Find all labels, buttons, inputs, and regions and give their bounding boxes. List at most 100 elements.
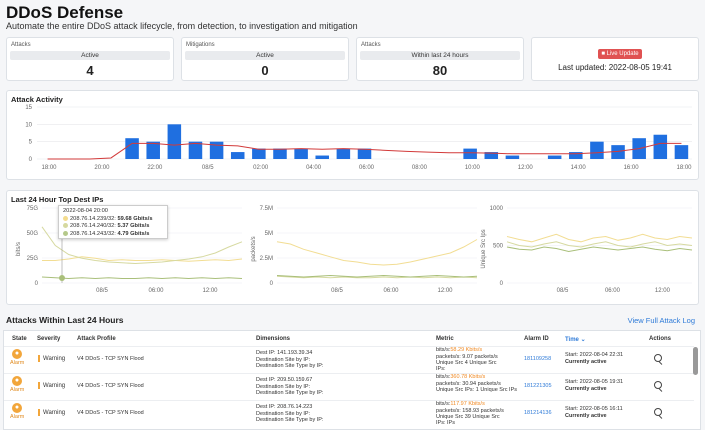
x-tick-label: 20:00	[94, 165, 110, 171]
x-tick-label: 06:00	[605, 288, 621, 294]
alarm-bell-icon: ●	[12, 403, 22, 413]
series-line	[276, 239, 478, 266]
col-header-state[interactable]: State	[12, 336, 27, 342]
metric-packets: packets/s: 9.07 packets/s	[436, 353, 498, 360]
series-line	[506, 233, 693, 243]
tooltip-row: 208.76.14.243/32: 4.79 Gbits/s	[63, 230, 163, 239]
dimension-site-type: Destination Site Type by IP:	[256, 363, 324, 369]
table-row[interactable]: ● Alarm Warning V4 DDoS - TCP SYN Flood Dest…	[4, 400, 694, 426]
bar	[336, 148, 351, 159]
series-dot-icon	[63, 230, 68, 236]
metric-packets: packets/s: 30.94 packets/s	[436, 380, 501, 387]
dimension-dest-ip: Dest IP: 208.76.14.223	[256, 404, 313, 410]
tooltip-row: 208.76.14.240/32: 5.37 Gbits/s	[63, 223, 163, 231]
bar	[505, 155, 520, 159]
x-tick-label: 12:00	[518, 165, 534, 171]
top-dest-ips-charts[interactable]: 0 25G 50G 75G bits/s 08/5 06:00 12:00 0 2.5M 5M 7.5…	[7, 191, 700, 304]
stat-value: 0	[261, 63, 269, 78]
start-time: Start: 2022-08-04 22:31	[565, 352, 624, 358]
page-subtitle: Automate the entire DDoS attack lifecycl…	[6, 21, 358, 31]
zoom-in-icon[interactable]	[654, 354, 662, 362]
x-tick-label: 08/5	[557, 288, 569, 294]
metric-bits: bits/s:117.97 Kbits/s	[436, 401, 485, 407]
bar	[653, 134, 668, 159]
severity-text: Warning	[43, 410, 66, 416]
col-header-actions: Actions	[649, 336, 672, 342]
x-tick-label: 18:00	[41, 165, 57, 171]
alarm-id-link[interactable]: 181109258	[524, 356, 552, 362]
attack-activity-panel: Attack Activity 0 5 10 15 18:00 20:00 22:00 08/…	[6, 90, 699, 180]
x-tick-label: 08/5	[96, 288, 108, 294]
x-tick-label: 16:00	[624, 165, 640, 171]
view-full-attack-log-link[interactable]: View Full Attack Log	[627, 316, 695, 325]
y-tick-label: 0	[35, 281, 39, 287]
live-update-label: Live Update	[606, 51, 639, 57]
col-header-profile[interactable]: Attack Profile	[77, 336, 116, 342]
dimension-dest-ip: Dest IP: 209.50.159.67	[256, 377, 313, 383]
metric-unique-src-2: IPs: IPs	[436, 420, 455, 426]
stat-pill: Active	[185, 51, 345, 60]
y-tick-label: 1000	[490, 206, 504, 212]
bar	[463, 148, 477, 159]
last-updated-text: Last updated: 2022-08-05 19:41	[558, 63, 672, 72]
stat-pill: Active	[10, 51, 170, 60]
alarm-id-link[interactable]: 181214136	[524, 410, 552, 416]
bar	[294, 148, 308, 159]
y-axis-label: bits/s	[16, 242, 22, 256]
attack-activity-chart[interactable]: 0 5 10 15 18:00 20:00 22:00 08/5 02:00 04:00 06:00…	[7, 91, 700, 179]
severity-text: Warning	[43, 356, 66, 362]
y-tick-label: 0	[500, 281, 504, 287]
bar	[209, 141, 224, 159]
bar	[188, 141, 203, 159]
col-header-severity[interactable]: Severity	[37, 336, 61, 342]
bar	[547, 155, 562, 159]
x-tick-label: 02:00	[253, 165, 269, 171]
y-tick-label: 75G	[27, 206, 39, 212]
col-header-alarm-id[interactable]: Alarm ID	[524, 336, 549, 342]
x-tick-label: 08/5	[202, 165, 214, 171]
attacks-24h-card[interactable]: Attacks Within last 24 hours 80	[356, 37, 524, 81]
chevron-down-icon: ⌄	[580, 337, 586, 343]
stat-label: Mitigations	[186, 42, 215, 48]
zoom-in-icon[interactable]	[654, 381, 662, 389]
col-header-time[interactable]: Time ⌄	[565, 337, 586, 343]
y-axis-label: Unique Src Ips	[481, 229, 487, 268]
page-title: DDoS Defense	[6, 3, 124, 22]
y-tick-label: 15	[25, 105, 32, 111]
series-line	[506, 241, 693, 248]
bar	[674, 145, 689, 159]
attack-profile: V4 DDoS - TCP SYN Flood	[77, 410, 144, 416]
series-line	[41, 276, 243, 280]
col-header-metric[interactable]: Metric	[436, 336, 454, 342]
table-row[interactable]: ● Alarm Warning V4 DDoS - TCP SYN Flood Dest…	[4, 346, 694, 372]
start-time: Start: 2022-08-05 19:31	[565, 379, 624, 385]
zoom-in-icon[interactable]	[654, 408, 662, 416]
dimension-site: Destination Site by IP:	[256, 356, 311, 363]
stat-label: Attacks	[361, 42, 381, 48]
table-row[interactable]: ● Alarm Warning V4 DDoS - TCP SYN Flood Dest…	[4, 373, 694, 397]
col-header-dimensions[interactable]: Dimensions	[256, 336, 291, 342]
metric-packets: packets/s: 158.93 packets/s	[436, 407, 504, 414]
y-tick-label: 7.5M	[260, 206, 273, 212]
alarm-bell-icon: ●	[12, 349, 22, 359]
x-tick-label: 12:00	[437, 288, 453, 294]
live-update-button[interactable]: ■ Live Update	[598, 49, 642, 59]
y-tick-label: 500	[493, 244, 504, 250]
top-dest-ips-title: Last 24 Hour Top Dest IPs	[11, 195, 104, 204]
series-dot-icon	[63, 215, 68, 221]
attacks-table: State Severity Attack Profile Dimensions…	[3, 330, 701, 430]
alarm-id-link[interactable]: 181221305	[524, 383, 552, 389]
bar	[230, 152, 245, 159]
dimension-site-type: Destination Site Type by IP:	[256, 417, 324, 423]
stat-value: 4	[86, 63, 94, 78]
active-mitigations-card[interactable]: Mitigations Active 0	[181, 37, 349, 81]
x-tick-label: 06:00	[359, 165, 375, 171]
dimension-dest-ip: Dest IP: 141.193.39.34	[256, 350, 313, 356]
attack-profile: V4 DDoS - TCP SYN Flood	[77, 383, 144, 389]
active-attacks-card[interactable]: Attacks Active 4	[6, 37, 174, 81]
bar	[146, 141, 160, 159]
series-line	[42, 256, 243, 262]
table-scrollbar[interactable]	[693, 347, 698, 375]
status-text: Currently active	[565, 413, 607, 419]
